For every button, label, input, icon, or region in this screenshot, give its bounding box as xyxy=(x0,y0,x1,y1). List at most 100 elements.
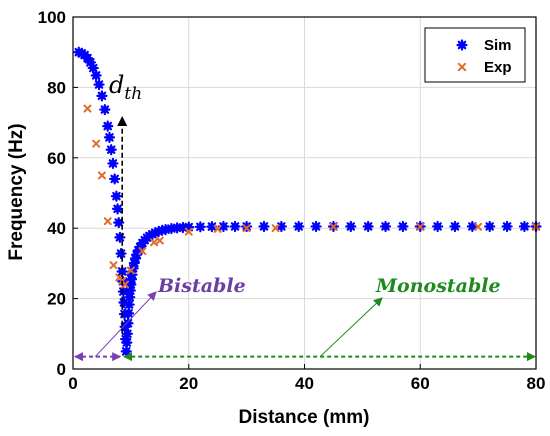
sim-point xyxy=(111,203,124,215)
bistable-pointer xyxy=(94,291,157,358)
sim-point xyxy=(122,307,135,319)
exp-point xyxy=(103,217,112,226)
sim-point xyxy=(258,220,270,233)
sim-point-core xyxy=(451,222,459,231)
sim-point-core xyxy=(115,218,123,227)
sim-point-core xyxy=(123,330,131,338)
tick-labels: 0 20 40 60 80 0 20 40 60 80 100 xyxy=(38,8,546,393)
sim-point xyxy=(90,69,102,82)
sim-point-core xyxy=(124,309,133,317)
sim-point xyxy=(449,220,461,233)
sim-point-core xyxy=(399,222,407,231)
legend-exp-symbol xyxy=(457,62,467,72)
sim-point-core xyxy=(231,222,239,231)
legend-sim-label: Sim xyxy=(484,37,512,54)
sim-point xyxy=(518,220,531,233)
bistable-label: Bistable xyxy=(157,275,246,297)
exp-point xyxy=(242,224,251,233)
legend-sim-symbol-core xyxy=(458,41,466,49)
sim-point-core xyxy=(107,146,115,154)
legend: Sim Exp xyxy=(424,27,526,83)
sim-point-core xyxy=(520,222,529,231)
x-tick-label: 60 xyxy=(411,374,430,393)
monostable-label: Monostable xyxy=(375,275,501,297)
exp-point xyxy=(416,222,425,231)
sim-point-core xyxy=(111,175,119,183)
sim-point-core xyxy=(260,222,268,231)
sim-point xyxy=(107,157,119,170)
sim-point xyxy=(102,120,114,132)
sim-point-core xyxy=(92,71,100,80)
x-tick-label: 40 xyxy=(295,374,314,393)
sim-point-core xyxy=(101,106,109,114)
sim-point-core xyxy=(125,301,133,309)
sim-point xyxy=(362,220,374,233)
sim-point xyxy=(466,220,478,233)
monostable-pointer xyxy=(319,297,383,358)
exp-point xyxy=(121,280,130,289)
sim-point-core xyxy=(105,133,114,141)
exp-point xyxy=(213,224,222,233)
sim-point xyxy=(484,220,496,233)
sim-point-core xyxy=(208,223,216,231)
x-axis-label: Distance (mm) xyxy=(239,407,370,428)
exp-point xyxy=(83,104,92,113)
y-tick-label: 20 xyxy=(47,290,66,309)
sim-point xyxy=(397,220,409,233)
exp-point xyxy=(474,222,483,231)
sim-point-core xyxy=(277,222,285,231)
sim-point xyxy=(310,220,322,233)
y-tick-label: 60 xyxy=(47,149,66,168)
sim-point-core xyxy=(123,339,131,347)
sim-point xyxy=(501,220,513,233)
sim-point-core xyxy=(219,222,228,231)
threshold-label: dth xyxy=(109,71,142,104)
y-tick-label: 0 xyxy=(57,360,66,379)
sim-point-core xyxy=(468,222,476,231)
sim-point-core xyxy=(381,222,390,231)
y-tick-label: 100 xyxy=(38,8,66,27)
y-tick-label: 40 xyxy=(47,219,66,238)
sim-point xyxy=(121,337,133,349)
sim-point xyxy=(96,90,108,102)
sim-point-core xyxy=(434,222,442,231)
sim-point-core xyxy=(98,92,106,100)
sim-point xyxy=(432,220,444,233)
sim-point xyxy=(293,220,305,233)
sim-point xyxy=(275,220,287,233)
exp-point xyxy=(138,247,147,256)
sim-point xyxy=(109,173,121,185)
legend-box xyxy=(424,27,526,83)
sim-point-core xyxy=(95,81,103,89)
sim-point xyxy=(116,265,128,278)
sim-point-core xyxy=(503,222,511,231)
y-tick-label: 80 xyxy=(47,78,66,97)
sim-point xyxy=(93,78,105,91)
exp-point xyxy=(97,171,106,180)
sim-point xyxy=(229,220,241,233)
y-axis-label: Frequency (Hz) xyxy=(6,123,27,260)
sim-point xyxy=(194,221,206,233)
sim-point xyxy=(114,231,126,243)
legend-sim-symbol xyxy=(456,39,468,51)
exp-point xyxy=(271,224,280,233)
sim-point xyxy=(105,144,117,156)
sim-point-core xyxy=(89,64,97,72)
sim-point-core xyxy=(109,159,117,168)
sim-point-core xyxy=(196,223,204,231)
legend-sim-marker xyxy=(456,39,468,51)
sim-point xyxy=(120,345,132,357)
x-tick-label: 0 xyxy=(68,374,77,393)
sim-point-core xyxy=(112,192,120,200)
sim-point-core xyxy=(185,223,193,231)
sim-point-core xyxy=(295,222,303,231)
sim-point-core xyxy=(347,222,355,231)
plot-marks xyxy=(73,46,542,357)
sim-point-core xyxy=(364,222,372,231)
sim-point-core xyxy=(124,319,132,327)
x-tick-label: 80 xyxy=(527,374,546,393)
exp-point xyxy=(92,139,101,148)
sim-point xyxy=(121,328,134,340)
sim-point-core xyxy=(104,122,112,130)
